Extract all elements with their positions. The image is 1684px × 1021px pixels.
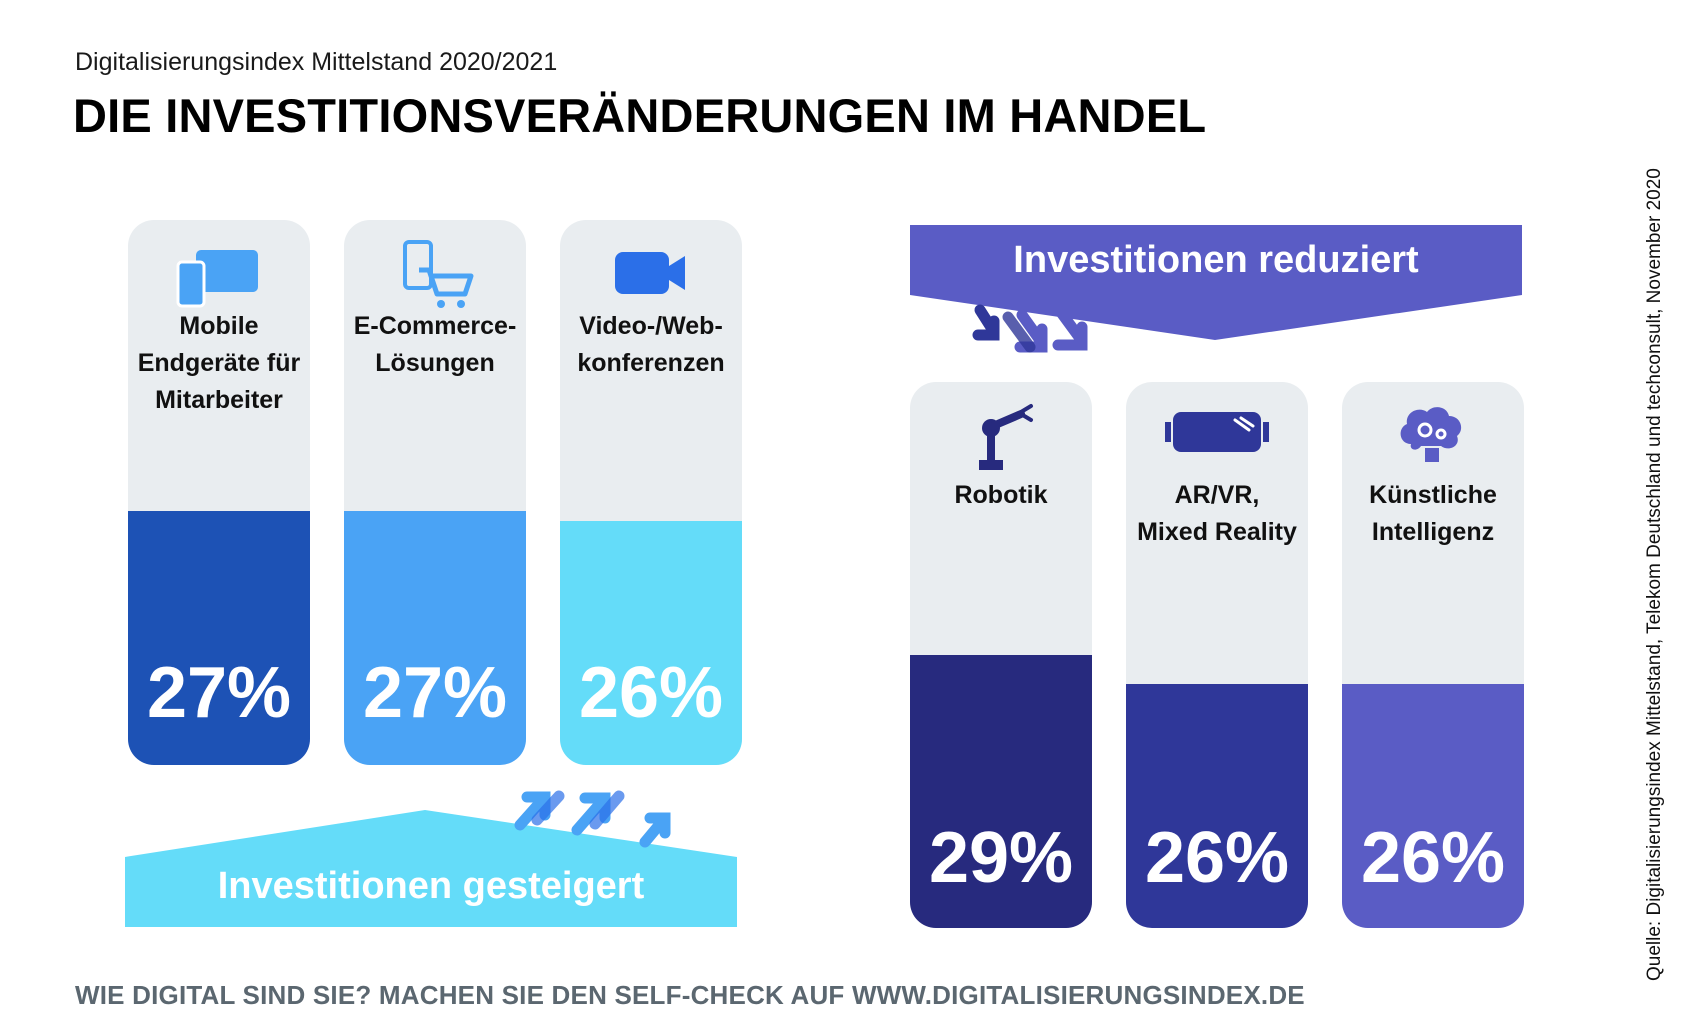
mobile-devices-icon bbox=[128, 248, 310, 313]
bar-fill bbox=[128, 511, 310, 765]
banner-increased: Investitionen gesteigert bbox=[125, 780, 737, 927]
bar-value-label: 26% bbox=[578, 653, 724, 733]
down-arrows-icon bbox=[972, 304, 1088, 353]
footer-cta: WIE DIGITAL SIND SIE? MACHEN SIE DEN SEL… bbox=[75, 980, 1305, 1010]
bar-fill bbox=[1342, 683, 1524, 928]
bar-value-label: 27% bbox=[146, 653, 292, 733]
bar-value-label: 29% bbox=[928, 818, 1074, 898]
bar-card-robotics: Robotik 29% bbox=[910, 382, 1092, 928]
bar-card-ai: Künstliche Intelligenz 26% bbox=[1342, 382, 1524, 928]
bar-card-mobile-devices: Mobile Endgeräte für Mitarbeiter 27% bbox=[128, 220, 310, 765]
bar-card-video-conferencing: Video-/Web- konferenzen 26% bbox=[560, 220, 742, 765]
banner-increased-label: Investitionen gesteigert bbox=[217, 865, 645, 907]
shopping-cart-icon bbox=[344, 240, 526, 315]
bar-label: Künstliche Intelligenz bbox=[1369, 481, 1497, 546]
bar-fill bbox=[560, 520, 742, 765]
bar-label: Video-/Web- konferenzen bbox=[577, 312, 725, 377]
bar-value-label: 26% bbox=[1144, 818, 1290, 898]
robot-arm-icon bbox=[910, 402, 1092, 477]
video-camera-icon bbox=[560, 248, 742, 303]
up-arrows-icon bbox=[514, 790, 671, 848]
bar-card-e-commerce: E-Commerce- Lösungen 27% bbox=[344, 220, 526, 765]
vr-headset-icon bbox=[1126, 410, 1308, 461]
page-subtitle: Digitalisierungsindex Mittelstand 2020/2… bbox=[75, 48, 558, 76]
bar-label: Robotik bbox=[954, 481, 1048, 509]
banner-reduced: Investitionen reduziert bbox=[910, 225, 1522, 375]
bar-card-ar-vr: AR/VR, Mixed Reality 26% bbox=[1126, 382, 1308, 928]
bar-label: E-Commerce- Lösungen bbox=[353, 312, 517, 377]
bar-label: AR/VR, Mixed Reality bbox=[1137, 481, 1297, 546]
source-note: Quelle: Digitalisierungsindex Mittelstan… bbox=[1644, 168, 1665, 981]
page-title: DIE INVESTITIONSVERÄNDERUNGEN IM HANDEL bbox=[73, 89, 1207, 142]
ai-brain-icon bbox=[1342, 404, 1524, 469]
banner-reduced-label: Investitionen reduziert bbox=[1013, 239, 1419, 281]
bar-fill bbox=[1126, 683, 1308, 928]
bar-fill bbox=[910, 655, 1092, 928]
bar-value-label: 27% bbox=[362, 653, 508, 733]
bar-label: Mobile Endgeräte für Mitarbeiter bbox=[137, 312, 301, 414]
bar-fill bbox=[344, 511, 526, 765]
bar-value-label: 26% bbox=[1360, 818, 1506, 898]
